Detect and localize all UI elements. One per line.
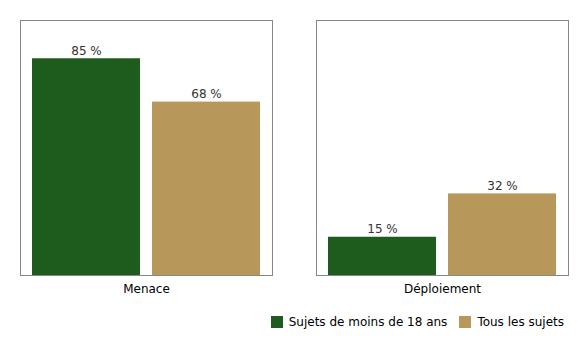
svg-text:85 %: 85 % — [71, 44, 102, 58]
svg-text:68 %: 68 % — [191, 87, 222, 101]
svg-text:32 %: 32 % — [487, 179, 518, 193]
html-text:Sujets de moins de 18 ans: Sujets de moins de 18 ans — [288, 314, 448, 329]
svg-text:Déploiement: Déploiement — [404, 282, 481, 296]
html-text:Tous les sujets: Tous les sujets — [477, 314, 564, 329]
svg-text:15 %: 15 % — [367, 222, 398, 236]
svg-text:Menace: Menace — [123, 282, 170, 296]
